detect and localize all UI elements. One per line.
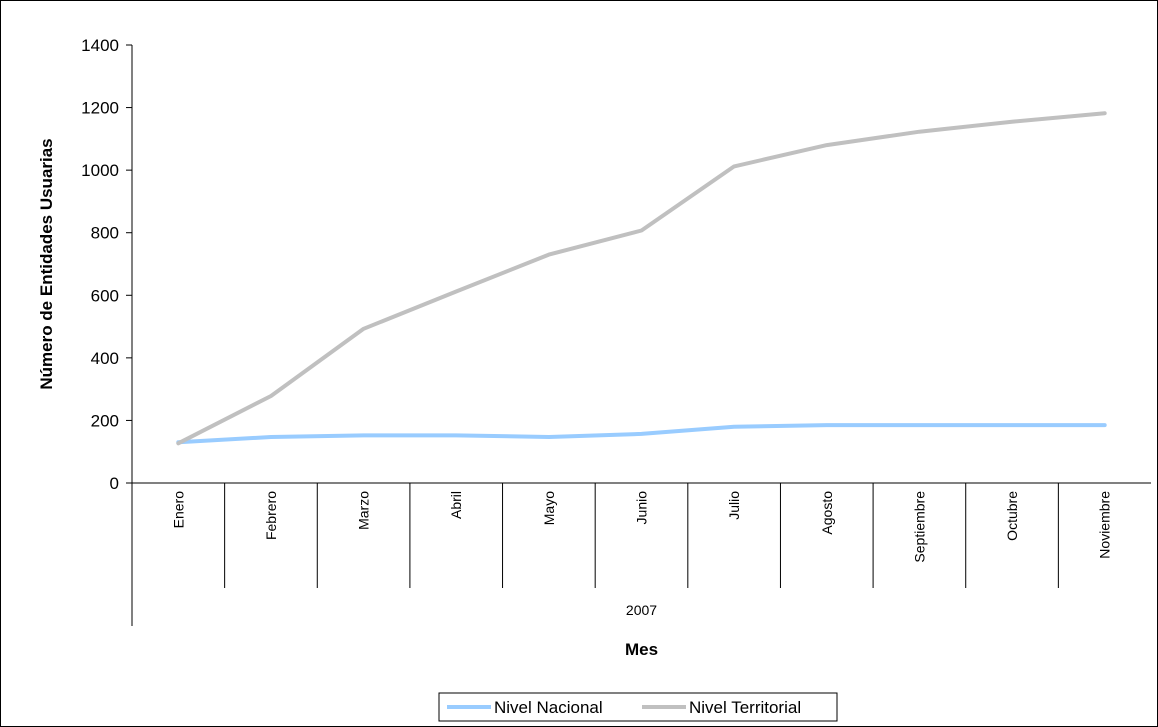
y-tick-label: 400 xyxy=(91,349,119,368)
x-tick-label: Agosto xyxy=(819,491,835,535)
series-line-2 xyxy=(176,111,1107,446)
y-tick-label: 1400 xyxy=(81,36,119,55)
x-tick-label: Abril xyxy=(448,491,464,519)
x-tick-label: Julio xyxy=(726,491,742,520)
y-tick-label: 600 xyxy=(91,286,119,305)
x-tick-label: Septiembre xyxy=(911,491,927,563)
y-tick-label: 1200 xyxy=(81,99,119,118)
x-tick-label: Febrero xyxy=(263,491,279,540)
legend-label: Nivel Nacional xyxy=(494,698,603,717)
y-tick-label: 0 xyxy=(110,474,119,493)
y-tick-label: 1000 xyxy=(81,161,119,180)
y-axis-title: Número de Entidades Usuarias xyxy=(37,138,56,389)
y-tick-label: 800 xyxy=(91,224,119,243)
legend-box xyxy=(438,692,838,722)
axes: 0 200 400 600 800 1000 1200 1400 Enero Febrero Mar… xyxy=(81,36,1151,626)
series-group xyxy=(176,111,1107,446)
x-tick-label: Marzo xyxy=(356,491,372,530)
x-tick-label: Octubre xyxy=(1004,491,1020,541)
y-tick-label: 200 xyxy=(91,411,119,430)
x-axis-title: Mes xyxy=(625,640,658,659)
x-axis-group-label: 2007 xyxy=(626,602,657,618)
x-tick-label: Junio xyxy=(634,491,650,525)
x-tick-label: Enero xyxy=(170,491,186,529)
x-tick-label: Mayo xyxy=(541,491,557,525)
legend: Nivel Nacional Nivel Territorial xyxy=(438,692,838,722)
series-line-1 xyxy=(176,423,1107,445)
legend-label: Nivel Territorial xyxy=(689,698,801,717)
x-tick-label: Noviembre xyxy=(1097,491,1113,559)
